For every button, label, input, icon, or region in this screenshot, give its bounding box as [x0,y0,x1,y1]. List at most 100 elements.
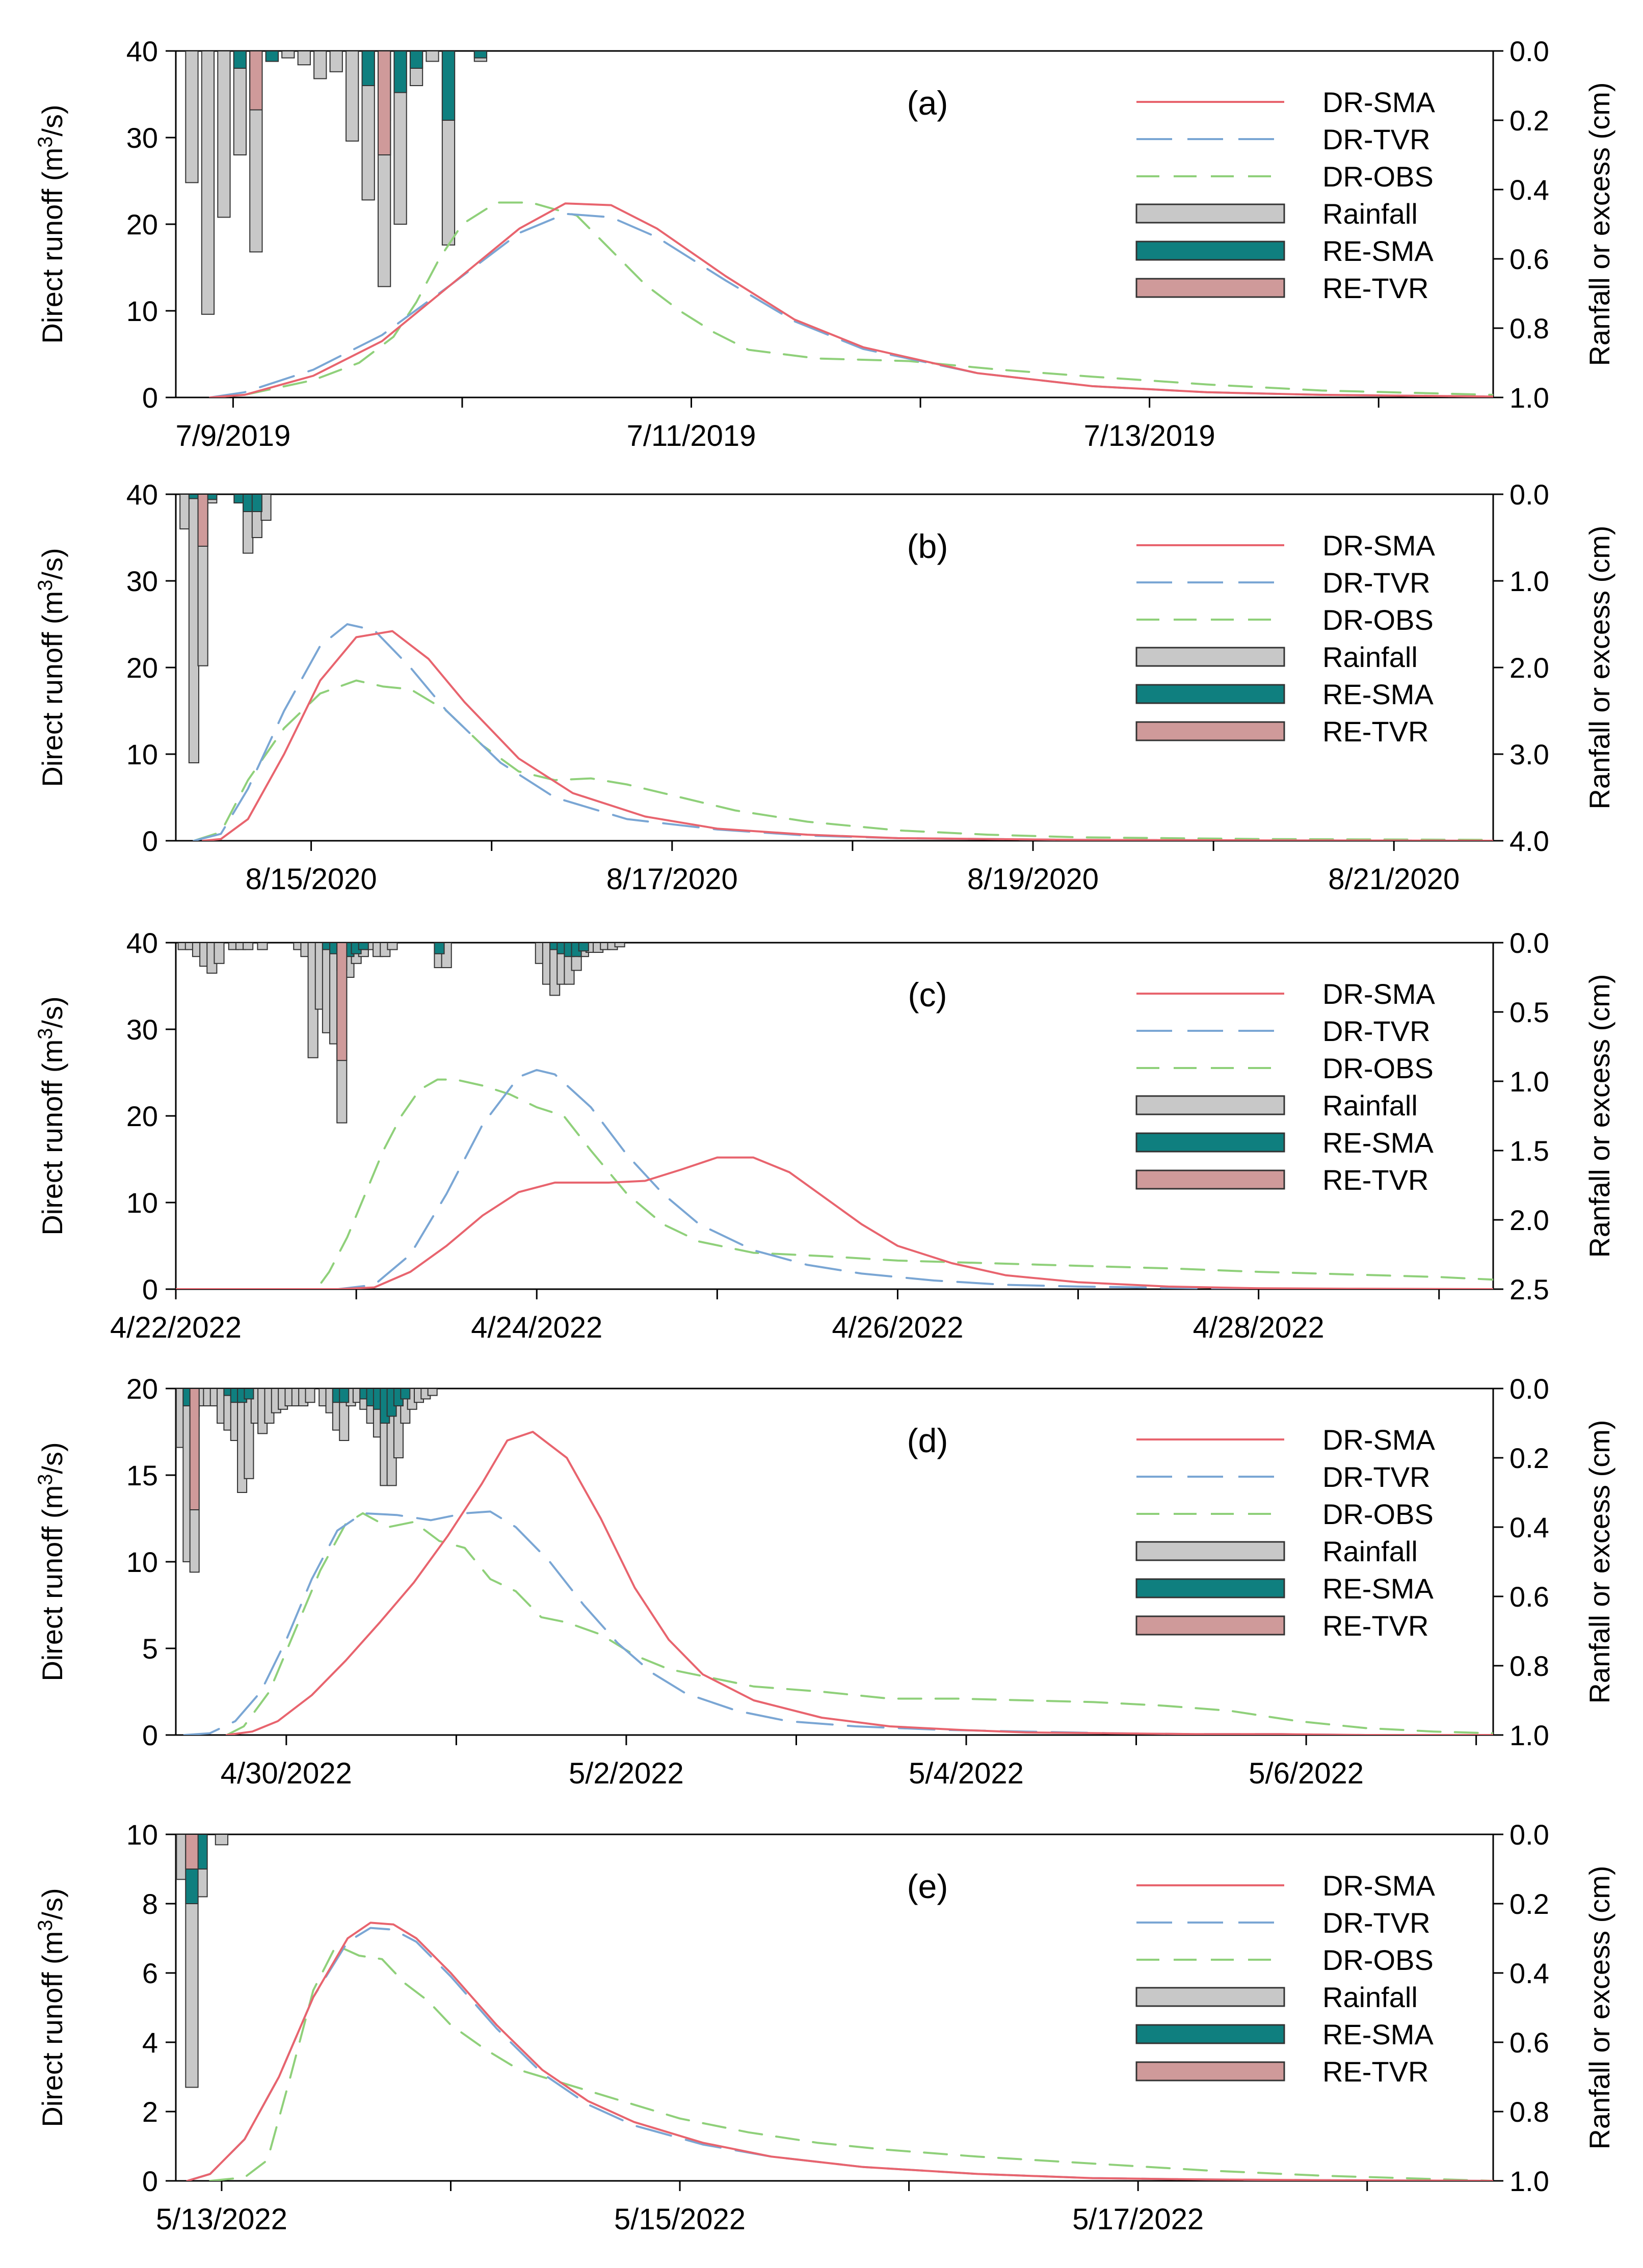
y-right-tick-label: 3.0 [1509,738,1549,770]
y-left-tick-label: 20 [126,208,158,241]
rainfall-bar [201,51,215,315]
legend-swatch-re-tvr [1135,278,1285,298]
y-right-tick-label: 0.8 [1509,1650,1549,1682]
panel-label: (c) [908,976,947,1013]
re-sma-bar [243,494,254,512]
legend-swatch-re-tvr [1135,721,1285,741]
re-tvr-bar [185,1834,199,1870]
legend-swatch-re-sma [1135,684,1285,704]
re-sma-bar [233,494,245,503]
legend-label-re-tvr: RE-TVR [1322,272,1428,304]
y-right-tick-label: 0.8 [1509,2096,1549,2128]
panel-label: (a) [907,84,948,122]
re-sma-bar [265,51,279,62]
rainfall-bar [214,943,225,964]
legend-label-dr-tvr: DR-TVR [1322,1461,1430,1493]
y-right-tick-label: 0.8 [1509,312,1549,344]
y-right-tick-label: 0.0 [1509,478,1549,511]
dr-sma-line [209,202,1493,397]
dr-tvr-line [183,1510,1493,1735]
y-right-tick-label: 0.4 [1509,174,1549,206]
legend-label-re-tvr: RE-TVR [1322,1164,1428,1196]
x-tick-label: 8/17/2020 [606,863,738,896]
y-left-tick-label: 30 [126,1013,158,1046]
re-sma-bar [244,1389,254,1400]
x-tick-label: 7/11/2019 [627,419,756,452]
y-right-tick-label: 1.0 [1509,565,1549,597]
y-right-tick-label: 0.6 [1509,1581,1549,1613]
y-right-axis-title: Ranfall or excess (cm) [1583,974,1615,1258]
legend-label-dr-sma: DR-SMA [1322,86,1436,118]
legend-label-dr-obs: DR-OBS [1322,1498,1434,1530]
y-right-tick-label: 0.5 [1509,996,1549,1028]
legend-swatch-re-tvr [1135,1169,1285,1190]
chart-panel-c: 0 10 20 30 40 0.0 0.5 1.0 1.5 2.0 2.5 4/22/2022 4/24… [34,927,1615,1344]
y-right-tick-label: 1.0 [1509,1065,1549,1098]
rainfall-bar [305,1389,315,1403]
y-left-tick-label: 15 [126,1459,158,1491]
re-tvr-bar [249,51,263,111]
legend-swatch-re-tvr [1135,2061,1285,2082]
legend: DR-SMA DR-TVR DR-OBS Rainfall RE-SMA RE-TVR [1135,1424,1436,1642]
re-sma-bar [578,943,589,952]
y-left-tick-label: 10 [126,738,158,770]
plot-area [179,494,1493,841]
legend-label-dr-obs: DR-OBS [1322,1052,1434,1084]
re-sma-bar [188,494,199,499]
re-sma-bar [339,1389,350,1403]
y-left-tick-label: 0 [142,1273,158,1305]
y-left-tick-label: 4 [142,2026,158,2059]
plot-area [176,1834,1493,2181]
legend-label-re-tvr: RE-TVR [1322,2056,1428,2088]
rainfall-bar [297,51,311,66]
legend-label-dr-tvr: DR-TVR [1322,1907,1430,1939]
y-left-tick-label: 10 [126,295,158,327]
legend-label-re-sma: RE-SMA [1322,235,1434,267]
legend-label-rainfall: Rainfall [1322,1535,1418,1567]
rainfall-bar [281,51,295,59]
y-left-tick-label: 10 [126,1187,158,1219]
chart-panel-a: 0 10 20 30 40 0.0 0.2 0.4 0.6 0.8 1.0 7/9/2019 7/11/… [34,35,1615,452]
y-left-tick-label: 10 [126,1819,158,1851]
y-left-tick-label: 40 [126,927,158,959]
y-left-axis-title: Direct runoff (m3/s) [34,1442,68,1681]
y-right-axis-title: Ranfall or excess (cm) [1583,1420,1615,1703]
y-right-tick-label: 1.5 [1509,1135,1549,1167]
rainfall-bar [257,943,268,950]
legend-label-dr-tvr: DR-TVR [1322,567,1430,599]
y-right-tick-label: 0.6 [1509,243,1549,275]
y-left-tick-label: 40 [126,35,158,67]
dr-tvr-line [193,623,1493,841]
y-left-tick-label: 20 [126,1100,158,1132]
y-left-axis-title: Direct runoff (m3/s) [34,104,68,343]
y-left-tick-label: 20 [126,1373,158,1405]
x-tick-label: 5/15/2022 [614,2203,746,2236]
y-right-tick-label: 2.0 [1509,652,1549,684]
y-left-tick-label: 30 [126,122,158,154]
legend-swatch-re-sma [1135,2024,1285,2044]
x-tick-label: 8/15/2020 [246,863,377,896]
re-sma-bar [393,51,407,93]
legend-swatch-re-sma [1135,1578,1285,1598]
panel-label: (b) [907,527,948,565]
legend-label-re-tvr: RE-TVR [1322,715,1428,748]
legend-label-dr-obs: DR-OBS [1322,1944,1434,1976]
legend-label-re-tvr: RE-TVR [1322,1610,1428,1642]
re-sma-bar [400,1389,411,1400]
legend-label-rainfall: Rainfall [1322,641,1418,673]
y-right-tick-label: 0.0 [1509,1819,1549,1851]
y-right-tick-label: 0.0 [1509,35,1549,67]
re-sma-bar [358,943,369,950]
re-tvr-bar [377,51,391,155]
re-sma-bar [233,51,247,69]
y-left-tick-label: 0 [142,1719,158,1751]
x-tick-label: 5/13/2022 [156,2203,287,2236]
y-left-tick-label: 8 [142,1888,158,1920]
dr-obs-line [209,1944,1493,2181]
y-right-tick-label: 1.0 [1509,382,1549,414]
rainfall-bar [243,943,254,950]
dr-obs-line [209,201,1493,397]
y-right-tick-label: 2.0 [1509,1204,1549,1236]
y-right-axis-title: Ranfall or excess (cm) [1583,1865,1615,2149]
dr-tvr-line [209,212,1493,397]
